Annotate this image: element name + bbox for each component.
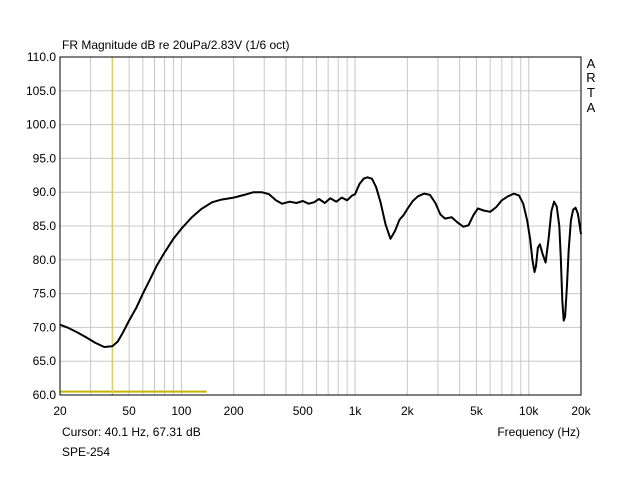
y-tick-label: 95.0 — [33, 151, 57, 165]
brand-letter: T — [587, 85, 595, 100]
y-axis-ticks: 110.0 105.0 100.0 95.0 90.0 85.0 80.0 75.0 70.0 6… — [26, 50, 56, 402]
chart-title: FR Magnitude dB re 20uPa/2.83V (1/6 oct) — [62, 38, 289, 52]
y-tick-label: 85.0 — [33, 219, 57, 233]
model-label: SPE-254 — [62, 445, 110, 459]
grid — [60, 57, 581, 395]
y-tick-label: 90.0 — [33, 185, 57, 199]
x-tick-label: 50 — [122, 404, 136, 418]
series-layer — [59, 176, 582, 348]
x-tick-label: 1k — [349, 404, 363, 418]
x-tick-label: 10k — [519, 404, 539, 418]
x-axis-label: Frequency (Hz) — [497, 425, 580, 439]
x-tick-label: 5k — [470, 404, 484, 418]
y-tick-label: 100.0 — [26, 118, 56, 132]
magnitude-curve — [59, 176, 582, 348]
x-tick-label: 200 — [224, 404, 244, 418]
y-tick-label: 80.0 — [33, 253, 57, 267]
x-tick-label: 100 — [171, 404, 191, 418]
brand-mark: A R T A — [586, 56, 595, 115]
y-tick-label: 75.0 — [33, 287, 57, 301]
plot-frame — [59, 56, 582, 396]
x-tick-label: 20 — [53, 404, 67, 418]
y-tick-label: 65.0 — [33, 354, 57, 368]
y-tick-label: 70.0 — [33, 320, 57, 334]
x-tick-label: 500 — [293, 404, 313, 418]
x-tick-label: 20k — [571, 404, 591, 418]
x-axis-ticks: 20 50 100 200 500 1k 2k 5k 10k 20k — [53, 404, 591, 418]
cursor-readout: Cursor: 40.1 Hz, 67.31 dB — [62, 425, 201, 439]
brand-letter: A — [587, 100, 596, 115]
brand-letter: R — [586, 70, 595, 85]
brand-letter: A — [587, 56, 596, 71]
y-tick-label: 60.0 — [33, 388, 57, 402]
y-tick-label: 105.0 — [26, 84, 56, 98]
x-tick-label: 2k — [401, 404, 415, 418]
y-tick-label: 110.0 — [27, 50, 56, 64]
